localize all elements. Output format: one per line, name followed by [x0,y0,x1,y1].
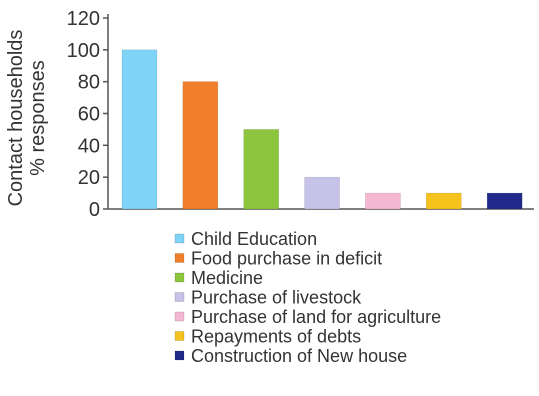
y-tick-label: 20 [78,167,100,189]
legend-swatch-4 [174,292,185,302]
legend-swatch-2 [174,253,185,263]
legend-swatch-6 [174,331,185,341]
legend-label-5: Purchase of land for agriculture [191,307,441,327]
bars [121,49,523,210]
y-tick-label: 60 [78,104,100,126]
bar-3 [243,129,280,210]
bar-6 [425,192,462,210]
legend-swatch-5 [174,311,185,322]
legend-label-4: Purchase of livestock [191,288,362,308]
legend-label-6: Repayments of debts [191,327,361,347]
legend-label-7: Construction of New house [191,346,407,366]
bar-7 [486,192,523,210]
y-tick-label: 100 [67,40,100,62]
y-tick-label: 0 [89,199,100,221]
bar-5 [365,192,401,210]
bar-4 [304,176,340,210]
legend-label-3: Medicine [191,268,263,288]
y-axis-title-line-1: Contact households [5,30,27,207]
y-axis-title-line-2: % responses [27,60,49,176]
legend-label-1: Child Education [191,229,317,249]
bar-2 [182,81,219,210]
bar-1 [121,49,158,210]
y-axis-title: Contact households% responses [5,30,49,207]
legend-swatch-3 [174,272,185,283]
axes: 0 20 40 60 80 100 120 [67,8,534,221]
y-tick-label: 40 [78,135,100,157]
legend-swatch-7 [174,350,185,361]
legend-swatch-1 [174,233,185,244]
y-tick-label: 80 [78,72,100,94]
legend-label-2: Food purchase in deficit [191,249,382,269]
y-tick-label: 120 [67,8,100,30]
